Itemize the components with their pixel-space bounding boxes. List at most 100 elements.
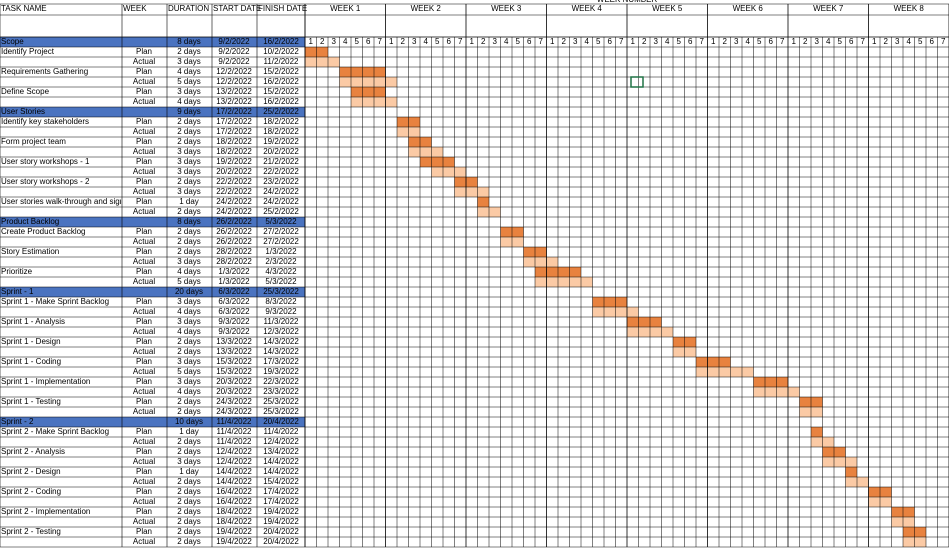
- finish-cell: 19/4/2022: [263, 507, 299, 516]
- start-cell: 9/3/2022: [218, 317, 250, 326]
- task-name: Sprint 1 - Testing: [1, 397, 61, 406]
- actual-bar: [431, 167, 466, 177]
- finish-cell: 25/2/2022: [263, 207, 299, 216]
- start-cell: 18/4/2022: [216, 507, 252, 516]
- task-name: Identify Project: [1, 47, 55, 56]
- duration-cell: 1 day: [179, 427, 199, 436]
- duration-cell: 3 days: [177, 87, 201, 96]
- start-cell: 26/2/2022: [216, 237, 252, 246]
- week-cell: Actual: [133, 367, 155, 376]
- finish-cell: 20/4/2022: [263, 527, 299, 536]
- day-number: 3: [895, 37, 900, 46]
- plan-bar: [811, 427, 823, 437]
- day-number: 4: [504, 37, 509, 46]
- week-cell: Plan: [136, 87, 152, 96]
- start-cell: 11/4/2022: [217, 427, 253, 436]
- task-name: Prioritize: [1, 267, 33, 276]
- day-number: 3: [573, 37, 578, 46]
- start-cell: 19/2/2022: [216, 157, 252, 166]
- finish-cell: 19/4/2022: [263, 517, 299, 526]
- week-header: WEEK 3: [491, 4, 522, 13]
- duration-cell: 2 days: [177, 487, 201, 496]
- actual-bar: [339, 77, 397, 87]
- week-cell: Plan: [136, 177, 152, 186]
- finish-cell: 27/2/2022: [263, 237, 299, 246]
- week-cell: Plan: [136, 357, 152, 366]
- start-cell: 20/3/2022: [216, 377, 252, 386]
- finish-cell: 25/2/2022: [263, 107, 299, 116]
- day-number: 7: [941, 37, 946, 46]
- day-number: 5: [355, 37, 360, 46]
- week-cell: Actual: [133, 477, 155, 486]
- week-cell: Actual: [133, 207, 155, 216]
- start-cell: 15/3/2022: [216, 357, 252, 366]
- day-number: 1: [872, 37, 877, 46]
- duration-cell: 3 days: [177, 147, 201, 156]
- task-name: Form project team: [1, 137, 66, 146]
- week-cell: Actual: [133, 347, 155, 356]
- summary-row: [0, 217, 305, 227]
- actual-bar: [454, 187, 489, 197]
- finish-cell: 24/2/2022: [263, 187, 299, 196]
- start-cell: 20/3/2022: [216, 387, 252, 396]
- duration-cell: 3 days: [177, 297, 201, 306]
- day-number: 7: [619, 37, 624, 46]
- finish-cell: 18/2/2022: [263, 127, 299, 136]
- start-cell: 1/3/2022: [218, 267, 250, 276]
- finish-cell: 14/3/2022: [263, 337, 299, 346]
- day-number: 4: [826, 37, 831, 46]
- duration-cell: 4 days: [177, 307, 201, 316]
- start-cell: 6/3/2022: [218, 307, 250, 316]
- week-header: WEEK 6: [733, 4, 764, 13]
- week-cell: Actual: [133, 327, 155, 336]
- start-cell: 26/2/2022: [216, 227, 252, 236]
- duration-cell: 2 days: [177, 347, 201, 356]
- finish-cell: 17/3/2022: [263, 357, 299, 366]
- finish-cell: 23/3/2022: [263, 387, 299, 396]
- day-number: 1: [470, 37, 475, 46]
- day-number: 4: [585, 37, 590, 46]
- week-cell: Actual: [133, 57, 155, 66]
- summary-row: [0, 287, 305, 297]
- duration-cell: 1 day: [179, 467, 199, 476]
- actual-bar: [822, 457, 857, 467]
- duration-cell: 2 days: [177, 227, 201, 236]
- finish-cell: 10/2/2022: [263, 47, 299, 56]
- week-cell: Plan: [136, 157, 152, 166]
- start-cell: 13/2/2022: [216, 87, 252, 96]
- day-number: 5: [838, 37, 843, 46]
- week-cell: Plan: [136, 227, 152, 236]
- day-number: 2: [481, 37, 486, 46]
- duration-cell: 2 days: [177, 537, 201, 546]
- duration-cell: 2 days: [177, 127, 201, 136]
- day-number: 1: [309, 37, 314, 46]
- day-number: 6: [688, 37, 693, 46]
- duration-cell: 2 days: [177, 527, 201, 536]
- week-cell: Actual: [133, 237, 155, 246]
- task-name: Create Product Backlog: [1, 227, 86, 236]
- duration-cell: 8 days: [177, 217, 201, 226]
- start-cell: 18/4/2022: [216, 517, 252, 526]
- duration-cell: 3 days: [177, 317, 201, 326]
- finish-cell: 5/3/2022: [265, 277, 297, 286]
- column-header: START DATE: [213, 4, 261, 13]
- day-number: 7: [378, 37, 383, 46]
- finish-cell: 17/4/2022: [263, 497, 299, 506]
- week-cell: Plan: [136, 527, 152, 536]
- task-name: Scope: [1, 37, 24, 46]
- task-name: User story workshops - 2: [1, 177, 90, 186]
- duration-cell: 2 days: [177, 47, 201, 56]
- duration-cell: 4 days: [177, 97, 201, 106]
- task-name: Sprint 2 - Testing: [1, 527, 61, 536]
- day-number: 7: [539, 37, 544, 46]
- week-cell: Plan: [136, 397, 152, 406]
- day-number: 5: [435, 37, 440, 46]
- task-name: User Stories: [1, 107, 45, 116]
- day-number: 3: [493, 37, 498, 46]
- duration-cell: 3 days: [177, 157, 201, 166]
- finish-cell: 25/3/2022: [263, 287, 299, 296]
- week-cell: Plan: [136, 67, 152, 76]
- day-number: 4: [424, 37, 429, 46]
- day-number: 6: [930, 37, 935, 46]
